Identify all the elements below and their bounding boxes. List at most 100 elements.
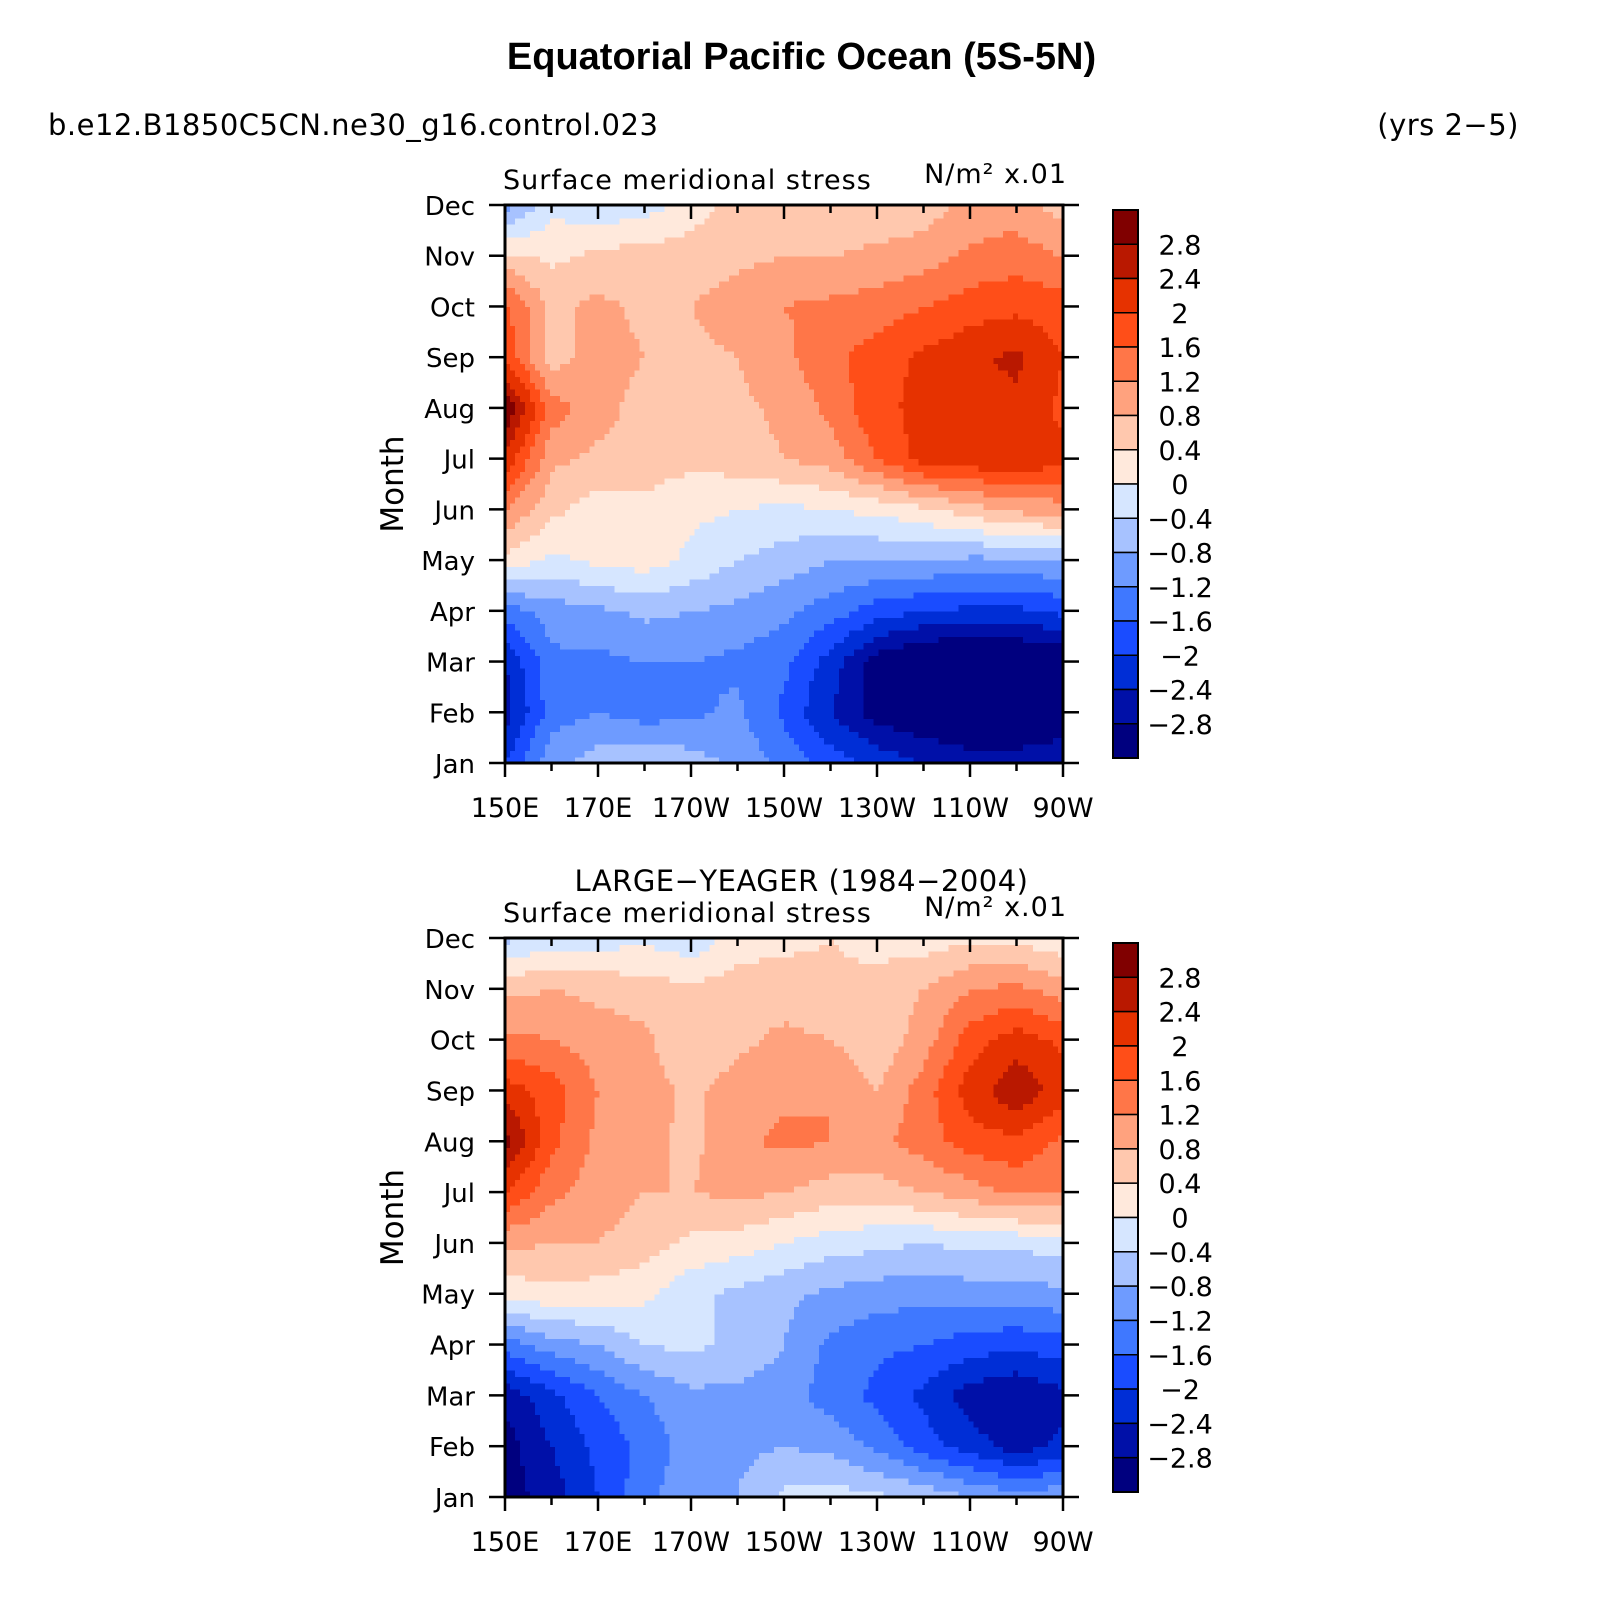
contour-cell — [729, 699, 735, 707]
contour-cell — [739, 528, 745, 536]
contour-cell — [928, 515, 935, 523]
contour-cell — [888, 674, 895, 682]
contour-cell — [534, 718, 541, 726]
contour-cell — [798, 585, 805, 593]
contour-cell — [699, 699, 705, 707]
contour-cell — [519, 705, 526, 713]
contour-cell — [863, 629, 870, 637]
contour-cell — [729, 705, 735, 713]
contour-cell — [554, 743, 561, 751]
contour-cell — [918, 712, 925, 720]
contour-cell — [779, 617, 785, 625]
contour-cell — [754, 496, 760, 504]
contour-cell — [529, 623, 536, 631]
contour-cell — [749, 642, 755, 650]
contour-cell — [564, 623, 571, 631]
contour-cell — [579, 718, 586, 726]
contour-cell — [654, 737, 661, 745]
contour-cell — [534, 699, 541, 707]
contour-cell — [629, 731, 636, 739]
contour-cell — [724, 655, 730, 663]
contour-cell — [654, 712, 661, 720]
contour-cell — [739, 585, 745, 593]
contour-cell — [833, 617, 840, 625]
contour-cell — [943, 661, 950, 669]
contour-cell — [639, 617, 646, 625]
contour-cell — [1038, 553, 1044, 561]
contour-cell — [674, 699, 680, 707]
contour-cell — [764, 686, 770, 694]
contour-cell — [973, 623, 979, 631]
contour-cell — [719, 724, 725, 732]
contour-cell — [769, 522, 775, 529]
contour-cell — [579, 686, 586, 694]
contour-cell — [938, 661, 945, 669]
contour-cell — [808, 718, 815, 726]
contour-cell — [609, 655, 616, 663]
contour-cell — [619, 642, 626, 650]
contour-cell — [893, 553, 900, 561]
contour-cell — [739, 490, 745, 498]
contour-cell — [968, 490, 974, 498]
contour-cell — [1023, 756, 1029, 764]
contour-cell — [699, 705, 705, 713]
contour-cell — [1058, 509, 1064, 517]
contour-cell — [549, 718, 556, 726]
contour-cell — [514, 636, 521, 644]
contour-cell — [779, 648, 785, 656]
contour-cell — [988, 591, 994, 599]
contour-cell — [779, 623, 785, 631]
contour-cell — [704, 743, 710, 751]
contour-cell — [659, 528, 666, 536]
contour-cell — [639, 484, 646, 491]
contour-cell — [853, 598, 860, 606]
contour-cell — [958, 496, 964, 504]
contour-cell — [953, 572, 959, 580]
contour-cell — [1043, 699, 1049, 707]
contour-cell — [569, 617, 576, 625]
contour-cell — [968, 604, 974, 612]
contour-cell — [584, 655, 591, 663]
contour-cell — [599, 693, 606, 701]
contour-cell — [624, 604, 631, 612]
contour-cell — [639, 756, 646, 764]
contour-cell — [798, 610, 805, 618]
contour-cell — [664, 579, 671, 587]
contour-cell — [594, 686, 601, 694]
contour-cell — [514, 560, 521, 568]
contour-cell — [1048, 509, 1054, 517]
contour-cell — [559, 661, 566, 669]
contour-cell — [828, 598, 835, 606]
contour-cell — [634, 534, 641, 542]
contour-cell — [793, 509, 800, 517]
contour-cell — [644, 686, 651, 694]
contour-cell — [634, 484, 641, 491]
contour-cell — [679, 655, 685, 663]
contour-cell — [529, 560, 536, 568]
contour-cell — [649, 547, 656, 555]
contour-cell — [779, 636, 785, 644]
contour-cell — [539, 515, 546, 523]
contour-cell — [1023, 490, 1029, 498]
contour-cell — [719, 610, 725, 618]
contour-cell — [998, 591, 1004, 599]
contour-cell — [933, 579, 940, 587]
contour-cell — [968, 686, 974, 694]
contour-cell — [559, 604, 566, 612]
contour-cell — [798, 547, 805, 555]
contour-cell — [749, 686, 755, 694]
contour-cell — [669, 547, 675, 555]
contour-cell — [739, 503, 745, 510]
contour-cell — [569, 585, 576, 593]
contour-cell — [534, 490, 541, 498]
contour-cell — [1028, 598, 1034, 606]
contour-cell — [933, 515, 940, 523]
contour-cell — [574, 528, 581, 536]
contour-cell — [564, 705, 571, 713]
contour-cell — [574, 598, 581, 606]
contour-cell — [983, 686, 989, 694]
contour-cell — [948, 636, 954, 644]
contour-cell — [519, 572, 526, 580]
contour-cell — [1008, 686, 1014, 694]
contour-cell — [1028, 553, 1034, 561]
